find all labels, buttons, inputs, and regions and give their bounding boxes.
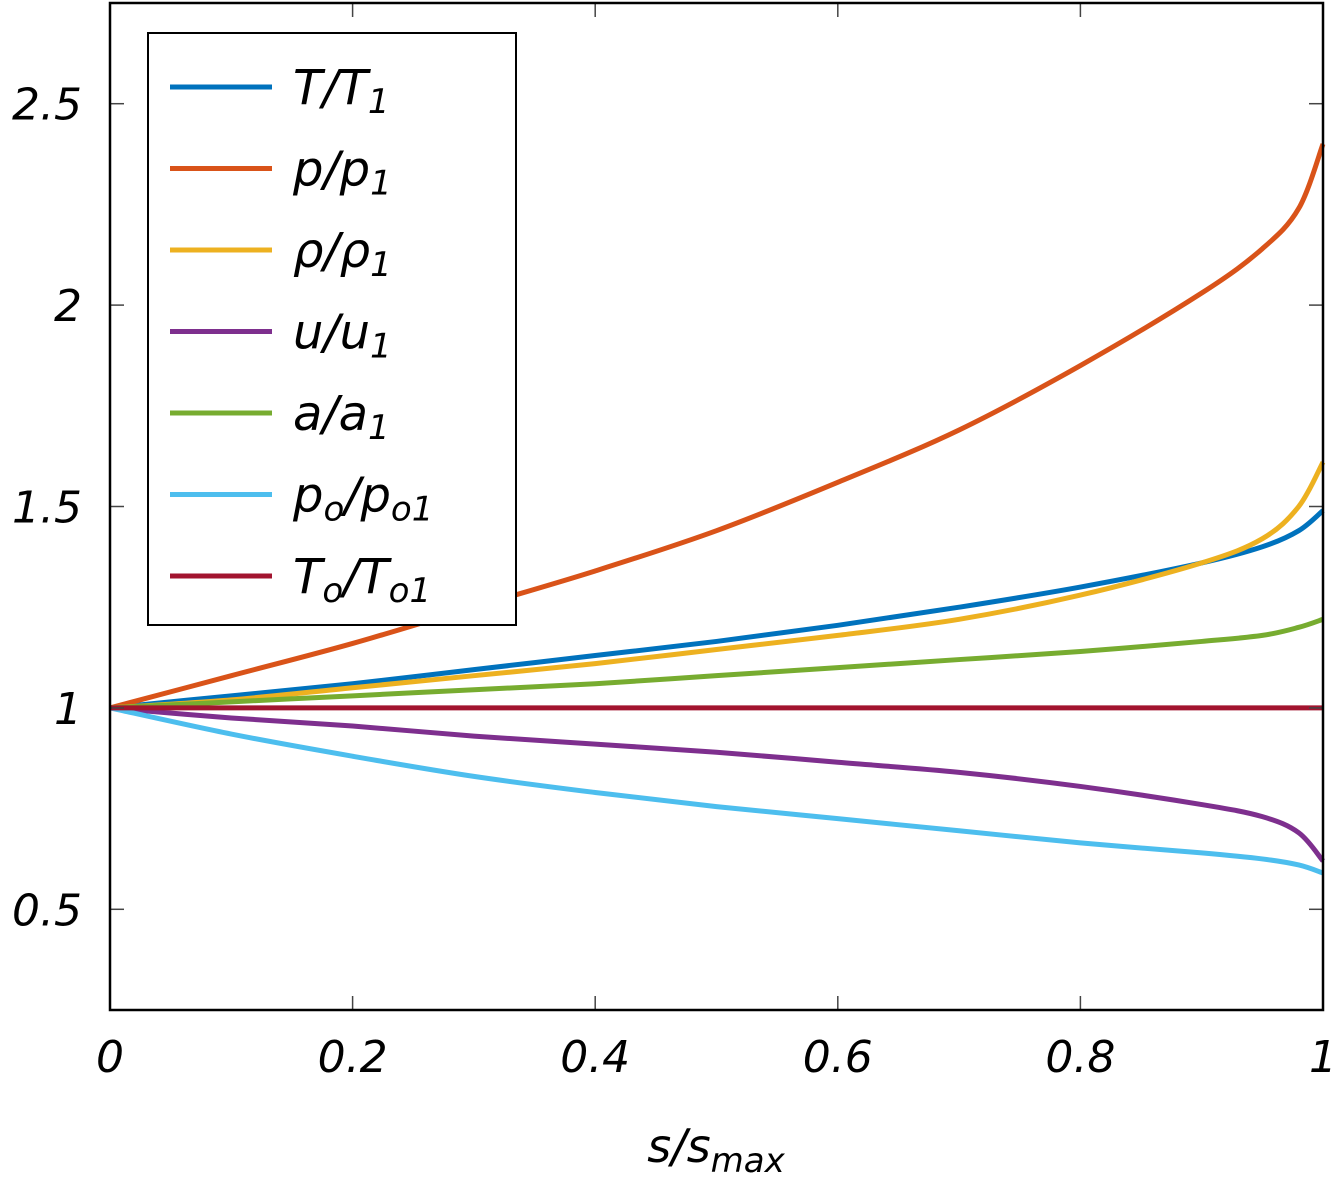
legend: T/T1 p/p1 ρ/ρ1 u/u1 a/a1 po/po1 To/To1: [147, 32, 517, 626]
legend-entry-label: To/To1: [293, 549, 431, 611]
legend-entry-label: u/u1: [293, 305, 392, 367]
series-line-4: [109, 705, 1325, 863]
x-tick-label: 0.4: [560, 1032, 630, 1083]
y-tick-label: 1: [54, 684, 82, 735]
series-line-3: [109, 460, 1326, 711]
x-tick-label: 0: [96, 1032, 124, 1083]
y-tick-label: 1.5: [12, 483, 82, 534]
x-tick-label: 1: [1309, 1032, 1333, 1083]
series-line-6: [109, 705, 1324, 876]
tick-labels-layer: 0 0.2 0.4 0.6 0.8 1 0.5 1 1.5 2 2.5: [12, 80, 1333, 1083]
x-tick-label: 0.6: [803, 1032, 873, 1083]
series-layer: [109, 143, 1326, 876]
series-line-5: [109, 616, 1324, 711]
series-line-1: [109, 508, 1325, 711]
legend-entry-label: a/a1: [293, 386, 390, 448]
legend-entry-label: po/po1: [292, 468, 433, 530]
y-tick-label: 2: [54, 281, 82, 332]
series-line-2: [109, 143, 1326, 711]
plot-area-frame: [108, 1, 1325, 1012]
legend-entry-label: T/T1: [293, 60, 389, 122]
y-tick-label: 2.5: [12, 80, 82, 131]
y-tick-label: 0.5: [12, 885, 82, 936]
x-tick-label: 0.2: [318, 1032, 388, 1083]
legend-entry-label: p/p1: [292, 142, 392, 204]
x-tick-label: 0.8: [1045, 1032, 1115, 1083]
legend-entry-label: ρ/ρ1: [293, 223, 392, 285]
